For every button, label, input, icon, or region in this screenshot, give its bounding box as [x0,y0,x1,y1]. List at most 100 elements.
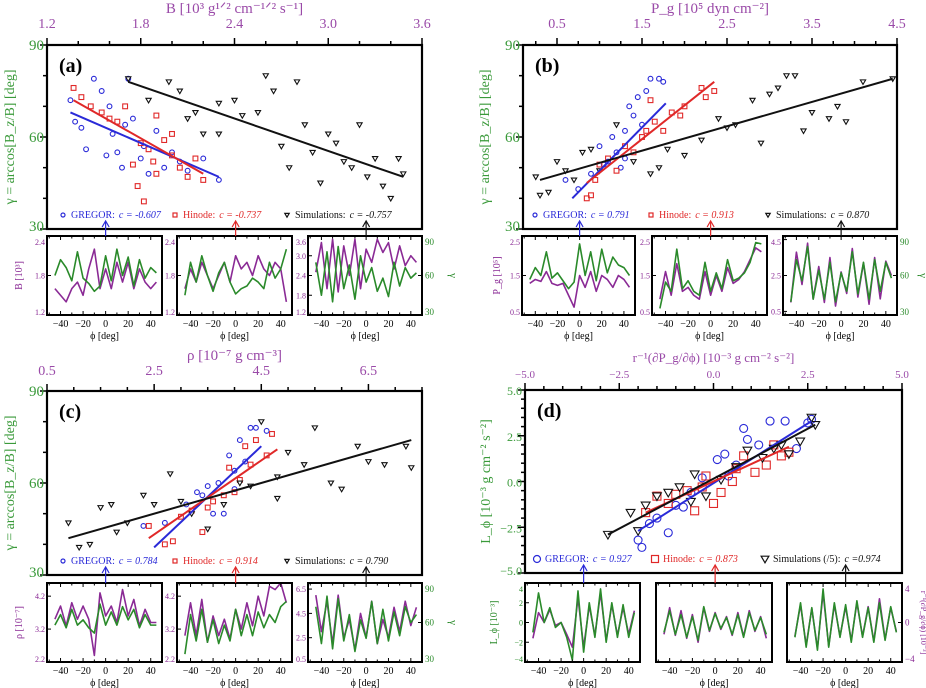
legend-label: Simulations: [295,556,346,567]
arrow-head-icon [575,219,584,228]
simulations-point [662,488,674,498]
inset-frame [786,582,903,663]
inset-right-series-line [532,592,636,648]
hinode-point [708,498,719,509]
simulations-point [191,109,200,117]
inset-x-tick-label: 20 [253,666,263,677]
plot-frame [45,389,424,577]
legend-marker-square [172,212,178,218]
inset-right-tick-label: 0 [905,618,910,628]
arrow-head-icon [711,563,720,572]
simulations-point [655,165,663,172]
simulations-point [316,180,325,187]
inset-left-tick-label: 4.2 [35,592,45,601]
inset-x-axis-title: ϕ [deg] [700,678,729,688]
hinode-point [176,164,183,171]
inset-left-tick-label: 1.8 [165,272,175,281]
simulations-point [340,159,348,166]
hinode-point [98,109,105,116]
legend-entry: Simulations (/5): c =0.974 [773,554,881,565]
simulations-point [364,459,373,466]
inset-a-1: −40 −20 0 20 40 ϕ [deg] 1.2 1.8 2.4 B [10³] [14,219,163,342]
inset-x-tick-label: 20 [597,319,607,330]
inset-x-tick-label: −40 [793,666,809,677]
gregor-point [780,416,790,426]
hinode-point [161,137,168,144]
gregor-point [78,124,85,131]
inset-right-axis-title: γ [447,272,459,278]
inset-b-3: −40 −20 0 20 40 ϕ [deg] 0.5 2.5 4.5 30 60 90 γ [771,219,926,342]
inset-left-tick-label: 4 [519,585,523,594]
simulations-point [301,122,309,129]
simulations-point [680,152,689,160]
inset-x-tick-label: −40 [531,666,547,677]
inset-x-tick-label: 0 [577,319,582,330]
legend-entry: GREGOR: c = 0.784 [71,556,158,567]
simulations-point [177,498,185,506]
simulations-point [64,520,73,527]
top-axis-title: ρ [10⁻⁷ g cm⁻³] [187,348,282,364]
gregor-point [114,149,121,156]
hinode-point [690,506,700,516]
inset-x-tick-label: 0 [708,319,713,330]
top-axis-tick-label: 3.6 [413,17,431,32]
top-axis-tick-label: 0.0 [707,369,721,381]
inset-x-axis-title: ϕ [deg] [695,331,724,342]
simulations-point [165,79,173,86]
gregor-point [656,75,662,82]
simulations-point [309,149,317,157]
gregor-point [226,452,233,459]
panel-label: (a) [59,55,82,77]
gregor-point [200,155,207,162]
legend-marker-circle [532,554,542,564]
inset-x-tick-label: 0 [103,666,108,677]
legend-label: Hinode: [659,210,691,221]
arrow-head-icon [837,219,846,228]
gregor-point [106,103,113,110]
simulations-point [293,79,301,86]
plot-frame [523,388,904,575]
simulations-point [748,97,757,104]
simulations-point [714,116,723,123]
inset-x-tick-label: −40 [53,666,69,677]
fit-line-simulations [127,80,404,178]
hinode-point [750,467,760,477]
simulations-point [238,113,246,120]
fit-line-simulations [539,77,894,181]
hinode-point [592,176,599,183]
legend-correlation: c = 0.870 [831,210,870,221]
top-axis-tick-label: 3.5 [803,17,821,32]
legend-marker-triangle [760,555,770,565]
simulations-point [379,183,387,190]
gregor-point [194,489,200,496]
simulations-point [139,492,148,500]
panel-label: (b) [535,55,559,77]
gregor-point [263,427,270,434]
simulations-point [632,527,644,537]
legend-entry: Hinode: c = 0.873 [663,554,738,565]
inset-frame [46,582,163,663]
inset-left-tick-label: 2.2 [35,655,45,664]
inset-right-series-line [663,606,768,644]
gregor-point [242,458,249,465]
hinode-point [776,451,786,461]
inset-x-tick-label: −20 [75,666,91,677]
inset-x-tick-label: 0 [364,666,369,677]
simulations-point [833,103,842,111]
left-axis-title: γ = arccos[B_z/B] [deg] [3,70,18,206]
gregor-point [220,510,227,517]
inset-left-series-line [790,242,893,307]
inset-x-tick-label: −40 [53,319,69,330]
simulations-point [220,501,228,509]
legend-correlation: c = 0.873 [699,554,738,565]
simulations-point [553,159,561,166]
gregor-point [754,440,764,450]
inset-c-3: −40 −20 0 20 40 ϕ [deg] 0.5 2.5 4.5 6.5 30 60 90 γ [296,565,459,688]
simulations-point [689,470,701,480]
legend-entry: GREGOR: c = 0.927 [545,554,633,565]
inset-x-tick-label: 20 [253,319,263,330]
hinode-point [677,112,684,119]
gregor-point [210,510,217,517]
gregor-point [637,542,647,552]
